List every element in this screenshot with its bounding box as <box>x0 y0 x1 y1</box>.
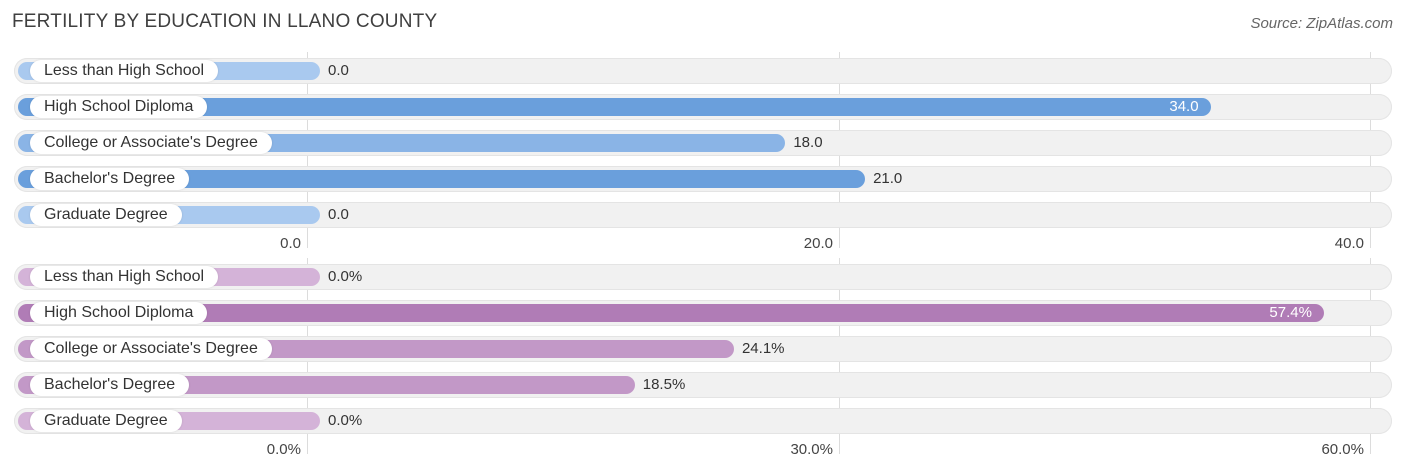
percent-axis-tick-label: 60.0% <box>1321 441 1364 458</box>
percent-value-label: 24.1% <box>741 340 785 357</box>
count-category-label: High School Diploma <box>30 96 208 118</box>
count-bar <box>18 98 1211 116</box>
percent-category-label: Graduate Degree <box>30 410 182 432</box>
fertility-percent-chart: Less than High School 0.0% High School Dip… <box>0 258 1406 473</box>
count-category-label: College or Associate's Degree <box>30 132 272 154</box>
percent-value-label: 18.5% <box>642 376 686 393</box>
percent-bar-row: Less than High School 0.0% <box>14 264 1392 290</box>
count-axis-tick-label: 0.0 <box>280 235 301 252</box>
percent-bar-row: Bachelor's Degree 18.5% <box>14 372 1392 398</box>
count-category-label: Bachelor's Degree <box>30 168 190 190</box>
percent-category-label: High School Diploma <box>30 302 208 324</box>
source-label: Source: ZipAtlas.com <box>1250 15 1393 32</box>
count-bar-row: College or Associate's Degree 18.0 <box>14 130 1392 156</box>
count-value-label: 34.0 <box>1169 98 1199 115</box>
fertility-count-chart: Less than High School 0.0 High School Dipl… <box>0 52 1406 262</box>
count-value-label: 0.0 <box>328 62 349 79</box>
count-value-label: 0.0 <box>328 206 349 223</box>
count-value-label: 18.0 <box>793 134 823 151</box>
count-axis-tick-label: 40.0 <box>1334 235 1364 252</box>
count-category-label: Graduate Degree <box>30 204 182 226</box>
percent-axis-tick-label: 30.0% <box>790 441 833 458</box>
percent-bar-row: High School Diploma 57.4% <box>14 300 1392 326</box>
percent-bar-row: College or Associate's Degree 24.1% <box>14 336 1392 362</box>
chart-title: FERTILITY BY EDUCATION IN LLANO COUNTY <box>12 11 438 32</box>
count-bar-row: Less than High School 0.0 <box>14 58 1392 84</box>
percent-axis-tick-label: 0.0% <box>266 441 301 458</box>
percent-category-label: Bachelor's Degree <box>30 374 190 396</box>
percent-bar-row: Graduate Degree 0.0% <box>14 408 1392 434</box>
percent-value-label: 0.0% <box>328 412 363 429</box>
percent-bar <box>18 304 1324 322</box>
count-value-label: 21.0 <box>873 170 903 187</box>
count-bar-row: Bachelor's Degree 21.0 <box>14 166 1392 192</box>
count-bar-row: Graduate Degree 0.0 <box>14 202 1392 228</box>
percent-category-label: Less than High School <box>30 266 219 288</box>
percent-category-label: College or Associate's Degree <box>30 338 272 360</box>
count-category-label: Less than High School <box>30 60 219 82</box>
percent-value-label: 0.0% <box>328 268 363 285</box>
count-axis-tick-label: 20.0 <box>803 235 833 252</box>
percent-value-label: 57.4% <box>1269 304 1312 321</box>
count-bar-row: High School Diploma 34.0 <box>14 94 1392 120</box>
count-bar <box>18 170 866 188</box>
